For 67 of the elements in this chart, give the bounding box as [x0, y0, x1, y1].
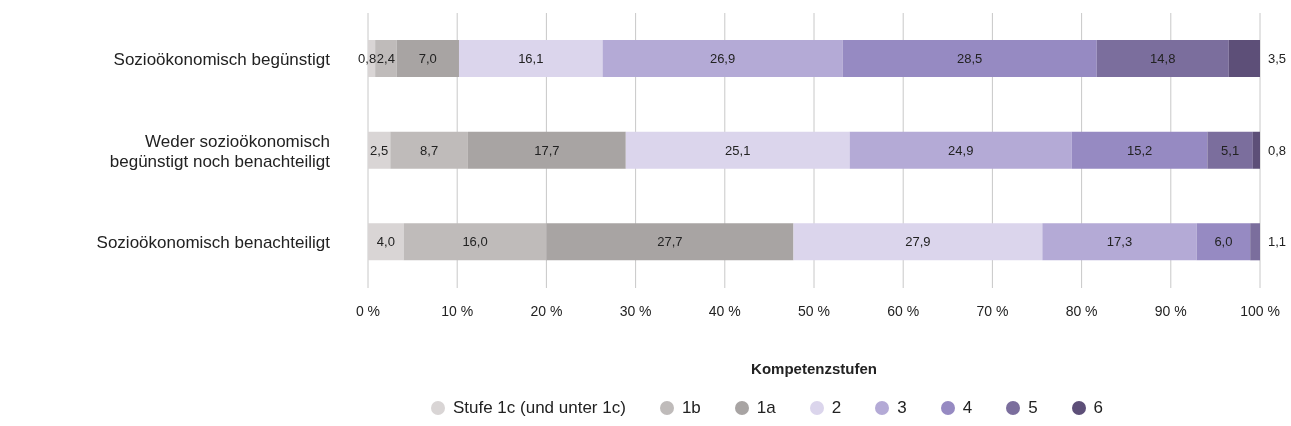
x-tick-label: 90 % — [1154, 302, 1187, 319]
data-label: 26,9 — [709, 51, 736, 66]
x-tick-label: 70 % — [976, 302, 1009, 319]
legend-label: Stufe 1c (und unter 1c) — [451, 398, 626, 418]
data-label: 16,0 — [462, 234, 488, 250]
x-tick-label: 10 % — [441, 302, 474, 319]
data-label: 8,7 — [420, 142, 439, 158]
x-tick-label: 40 % — [708, 302, 741, 319]
x-axis-title: Kompetenzstufen — [751, 360, 877, 377]
bar — [602, 40, 843, 77]
data-label: 7,0 — [418, 51, 437, 66]
data-label: 3,5 — [1267, 51, 1287, 66]
data-label: 2,5 — [370, 142, 389, 158]
data-label: 24,9 — [948, 142, 974, 158]
bar — [368, 223, 404, 261]
data-label: 1,1 — [1267, 234, 1287, 250]
x-tick-label: 30 % — [619, 302, 652, 319]
data-label: 27,7 — [657, 234, 683, 250]
data-label: 4,0 — [376, 234, 395, 250]
data-label: 16,1 — [518, 51, 544, 66]
bar — [396, 40, 459, 77]
data-label: 15,2 — [1126, 142, 1153, 158]
y-tick-label: Sozioökonomisch benachteiligt — [96, 232, 331, 252]
bar — [403, 223, 547, 261]
data-label: 17,3 — [1106, 234, 1133, 250]
bar — [1196, 223, 1251, 261]
legend-label: 3 — [896, 398, 907, 418]
bar — [849, 131, 1072, 169]
bar — [625, 131, 850, 169]
bar — [1096, 40, 1229, 77]
bar — [1042, 223, 1197, 261]
bar — [467, 131, 626, 169]
data-label: 14,8 — [1150, 51, 1176, 66]
x-tick-label: 20 % — [530, 302, 563, 319]
bar — [390, 131, 468, 169]
x-tick-label: 0 % — [355, 302, 381, 319]
x-tick-label: 100 % — [1240, 302, 1280, 319]
data-label: 25,1 — [725, 142, 751, 158]
data-label: 0,8 — [1267, 142, 1287, 158]
x-tick-label: 50 % — [798, 302, 830, 319]
y-tick-label: Weder sozioökonomisch begünstigt noch benachteiligt — [109, 131, 331, 170]
legend-label: 1a — [755, 398, 776, 418]
bar — [1252, 131, 1260, 169]
data-label: 27,9 — [905, 234, 931, 250]
legend-label: 2 — [830, 398, 842, 418]
data-label: 6,0 — [1214, 234, 1233, 250]
bar — [458, 40, 603, 77]
data-label: 0,8 — [358, 51, 377, 66]
legend-label: 5 — [1027, 398, 1038, 418]
legend-label: 4 — [961, 398, 973, 418]
bar — [375, 40, 397, 77]
bar — [1250, 223, 1260, 261]
legend-label: 6 — [1092, 398, 1104, 418]
data-label: 17,7 — [534, 142, 560, 158]
bar — [1071, 131, 1208, 169]
bar — [793, 223, 1043, 261]
data-label: 5,1 — [1221, 142, 1240, 158]
x-tick-label: 80 % — [1065, 302, 1098, 319]
data-label: 2,4 — [376, 51, 395, 66]
legend-label: 1b — [680, 398, 701, 418]
bar — [842, 40, 1097, 77]
x-tick-label: 60 % — [887, 302, 920, 319]
data-label: 28,5 — [957, 51, 983, 66]
bar — [546, 223, 794, 261]
bar — [1207, 131, 1253, 169]
y-tick-label: Sozioökonomisch begünstigt — [113, 49, 331, 69]
bar — [1228, 40, 1260, 77]
